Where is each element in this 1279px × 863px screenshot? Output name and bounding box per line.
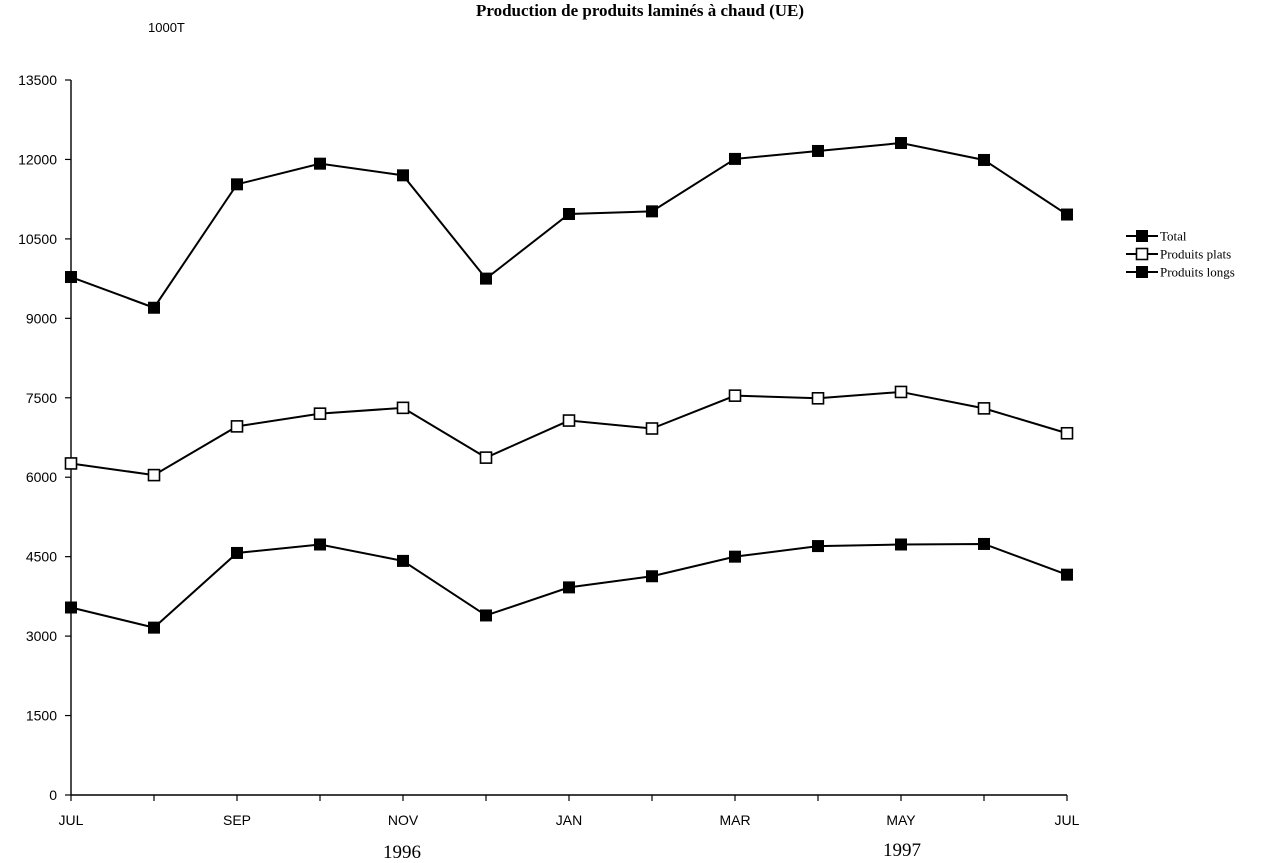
- y-tick-label: 13500: [18, 72, 57, 88]
- data-point: [562, 414, 576, 427]
- data-point: [397, 554, 409, 567]
- data-point: [148, 621, 160, 634]
- legend-marker: [1135, 247, 1149, 261]
- data-point: [812, 540, 824, 553]
- series-produits-longs: [65, 537, 1073, 634]
- series-produits-plats: [64, 385, 1074, 482]
- data-point: [147, 468, 161, 482]
- x-tick-label: NOV: [388, 812, 419, 828]
- x-axis-ticks: JUL SEP NOV JAN MAR MAY JUL: [59, 795, 1080, 828]
- legend-label: Produits longs: [1160, 265, 1235, 280]
- data-point: [646, 205, 658, 218]
- y-tick-label: 1500: [26, 708, 57, 724]
- x-tick-label: SEP: [223, 812, 251, 828]
- y-tick-label: 0: [49, 787, 57, 803]
- legend-label: Produits plats: [1160, 247, 1231, 262]
- data-point: [230, 420, 244, 433]
- data-point: [1061, 568, 1073, 581]
- x-tick-label: MAR: [719, 812, 750, 828]
- data-point: [977, 402, 991, 415]
- data-point: [728, 389, 742, 402]
- data-point: [314, 538, 326, 551]
- x-tick-label: JUL: [59, 812, 84, 828]
- year-label-1997: 1997: [883, 840, 921, 861]
- data-point: [479, 451, 493, 464]
- y-tick-label: 10500: [18, 231, 57, 247]
- series-line: [70, 390, 1068, 477]
- data-point: [811, 392, 825, 405]
- data-point: [646, 570, 658, 583]
- y-axis-ticks: 0 1500 3000 4500 6000 7500 9000 10500 12000 13500: [18, 72, 71, 803]
- data-point: [894, 385, 908, 399]
- data-point: [978, 537, 990, 550]
- data-point: [397, 169, 409, 182]
- data-point: [231, 546, 243, 559]
- y-tick-label: 9000: [26, 310, 57, 326]
- data-point: [978, 153, 990, 166]
- data-point: [645, 422, 659, 435]
- data-point: [1060, 426, 1074, 440]
- legend-marker: [1136, 230, 1148, 242]
- series-total: [65, 137, 1073, 314]
- data-point: [480, 272, 492, 285]
- y-tick-label: 3000: [26, 628, 57, 644]
- y-unit-label: 1000T: [148, 20, 185, 35]
- data-point: [314, 157, 326, 170]
- y-tick-label: 6000: [26, 469, 57, 485]
- data-point: [64, 457, 78, 470]
- data-point: [148, 301, 160, 314]
- data-point: [729, 152, 741, 165]
- y-tick-label: 4500: [26, 549, 57, 565]
- data-point: [396, 401, 410, 415]
- legend: Total Produits plats Produits longs: [1126, 229, 1235, 280]
- legend-label: Total: [1160, 229, 1187, 244]
- data-point: [729, 550, 741, 563]
- data-point: [895, 137, 907, 150]
- x-tick-label: MAY: [886, 812, 916, 828]
- data-point: [313, 407, 327, 420]
- legend-marker: [1136, 266, 1148, 278]
- data-point: [563, 581, 575, 594]
- data-point: [65, 271, 77, 284]
- series-line: [70, 142, 1068, 309]
- data-point: [231, 178, 243, 191]
- data-point: [1061, 208, 1073, 221]
- x-tick-label: JAN: [556, 812, 582, 828]
- data-point: [812, 144, 824, 157]
- data-point: [563, 207, 575, 220]
- x-tick-label: JUL: [1055, 812, 1080, 828]
- data-point: [65, 601, 77, 614]
- data-point: [895, 538, 907, 551]
- data-point: [480, 609, 492, 622]
- y-tick-label: 7500: [26, 390, 57, 406]
- chart-title: Production de produits laminés à chaud (…: [476, 1, 804, 20]
- year-label-1996: 1996: [383, 842, 421, 863]
- series-layer: [64, 137, 1074, 634]
- y-tick-label: 12000: [18, 151, 57, 167]
